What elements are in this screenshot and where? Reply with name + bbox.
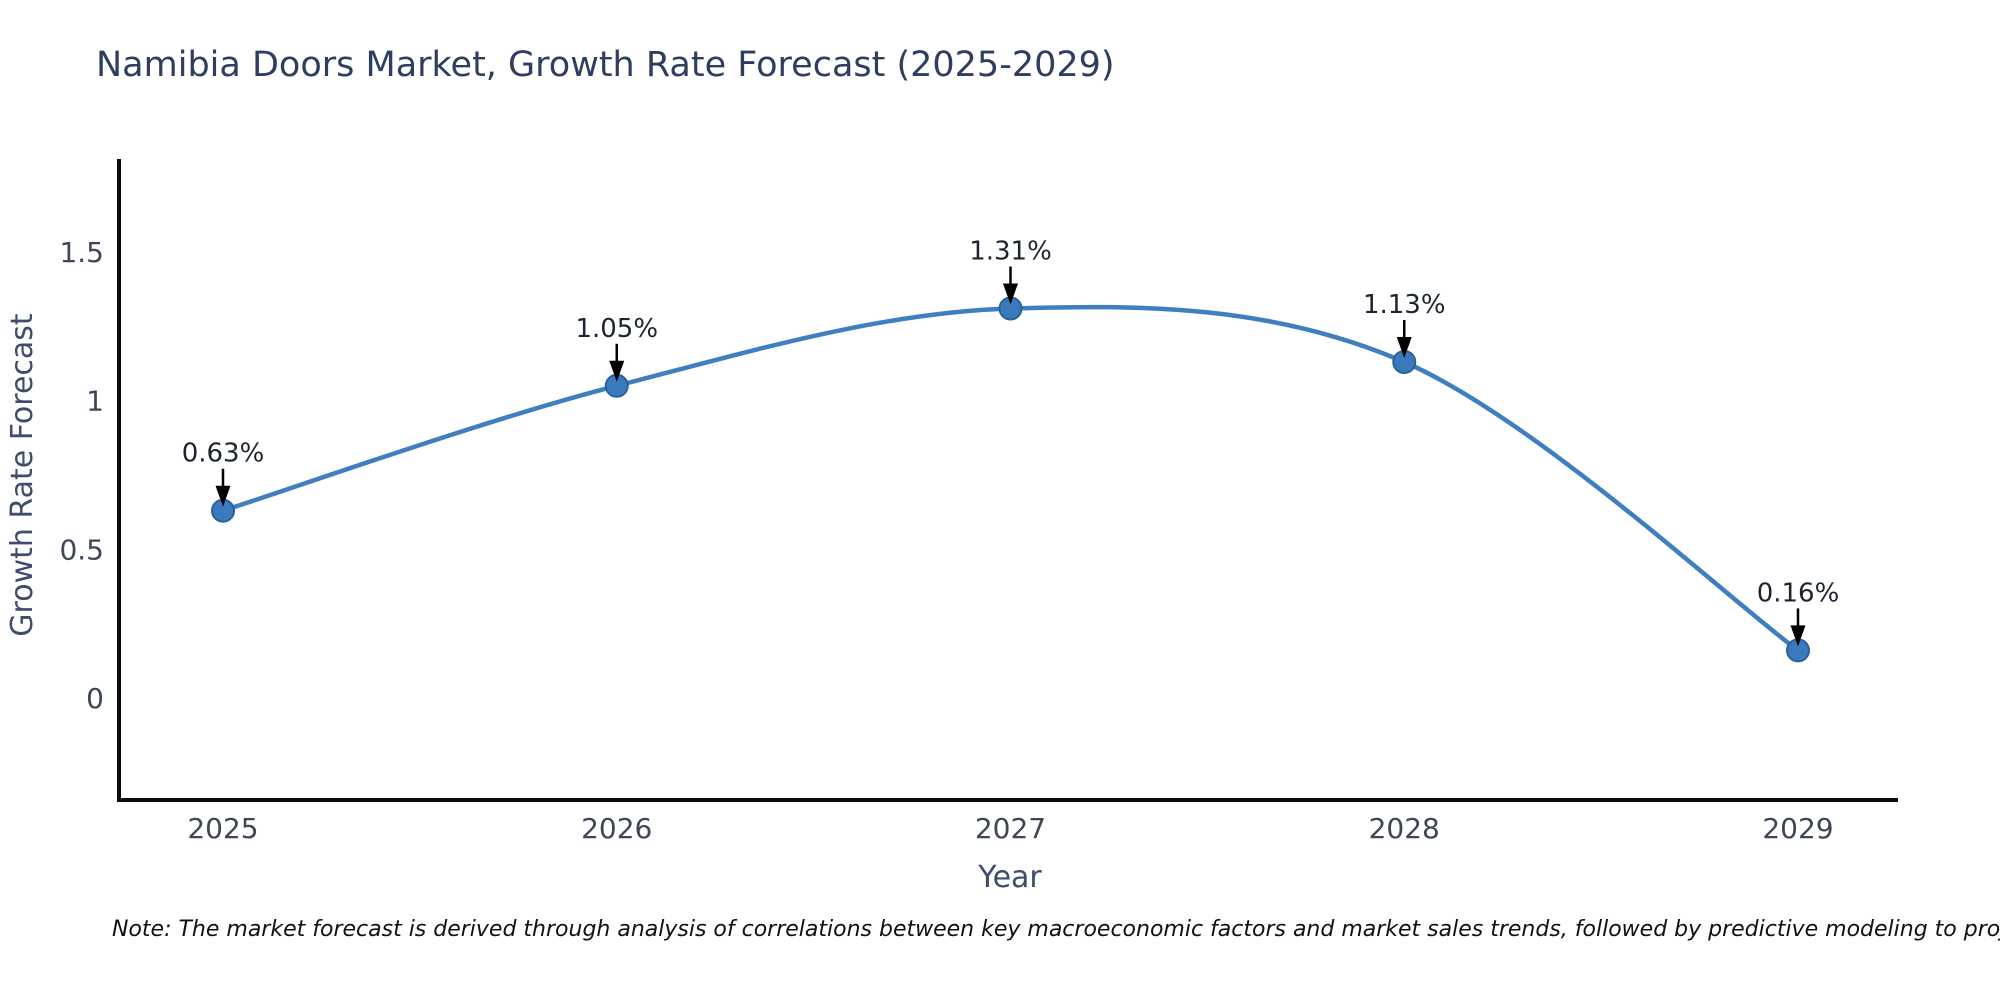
- forecast-line: [220, 304, 1801, 653]
- data-label: 1.31%: [969, 237, 1052, 267]
- x-tick-label: 2026: [581, 812, 652, 845]
- x-tick-label: 2029: [1762, 812, 1833, 845]
- chart-series-layer: 0 0.5 1 1.5 2025 2026 2027 2028 2029 0.63% 1.05% 1.…: [59, 236, 1839, 845]
- x-axis-title: Year: [977, 860, 1042, 895]
- annotation-arrowhead: [1003, 283, 1018, 305]
- annotation-arrowhead: [1396, 337, 1412, 358]
- x-tick-label: 2028: [1369, 812, 1440, 845]
- y-tick-label: 1.5: [59, 236, 104, 269]
- data-label: 1.13%: [1363, 290, 1446, 320]
- annotation-arrowhead: [1790, 625, 1806, 647]
- data-label: 0.16%: [1757, 578, 1840, 608]
- footnote: Note: The market forecast is derived thr…: [112, 917, 2000, 942]
- data-label: 0.63%: [182, 439, 265, 469]
- data-label: 1.05%: [575, 314, 658, 344]
- y-tick-label: 1: [86, 385, 104, 418]
- annotation-arrowhead: [215, 485, 231, 507]
- x-tick-label: 2025: [187, 812, 258, 845]
- y-axis-title: Growth Rate Forecast: [5, 313, 40, 637]
- x-tick-label: 2027: [975, 812, 1046, 845]
- chart-title: Namibia Doors Market, Growth Rate Foreca…: [96, 45, 1115, 85]
- y-tick-label: 0: [86, 682, 104, 715]
- y-tick-label: 0.5: [59, 533, 104, 566]
- annotation-arrowhead: [609, 360, 625, 382]
